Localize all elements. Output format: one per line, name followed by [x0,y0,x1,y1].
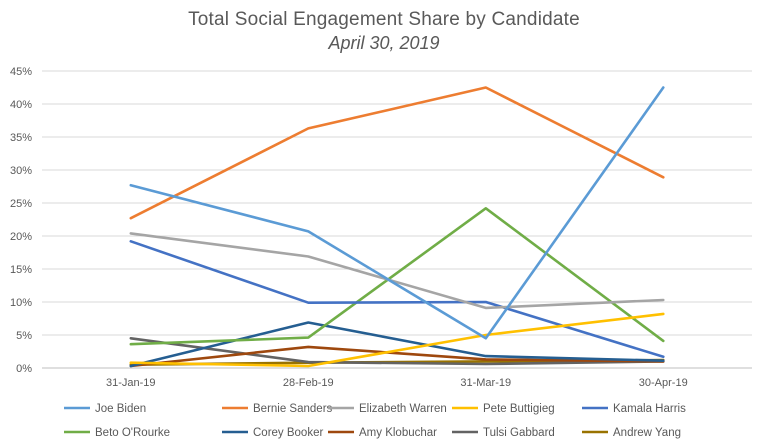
gridlines [42,70,752,369]
x-tick-label: 30-Apr-19 [639,377,688,389]
series-line [129,86,665,340]
series-line [129,345,665,368]
y-tick-label: 35% [10,132,32,144]
legend-label: Amy Klobuchar [359,427,437,439]
legend-label: Tulsi Gabbard [483,427,555,439]
y-axis-ticks: 0% 5% 10% 15% 20% 25% 30% 35% 40% 45% [10,66,32,375]
legend-label: Andrew Yang [613,427,681,439]
y-tick-label: 40% [10,99,32,111]
series-line [129,207,665,346]
legend-label: Kamala Harris [613,403,686,415]
y-tick-label: 20% [10,231,32,243]
legend-label: Corey Booker [253,427,323,439]
series-line [129,232,665,310]
x-tick-label: 31-Jan-19 [106,377,156,389]
y-tick-label: 0% [16,363,32,375]
series-line [129,86,665,220]
legend-label: Bernie Sanders [253,403,333,415]
x-tick-label: 28-Feb-19 [283,377,334,389]
y-tick-label: 5% [16,330,32,342]
legend: Joe Biden Bernie Sanders Elizabeth Warren P… [64,403,686,439]
series-line [129,240,665,359]
series-line [129,312,665,368]
y-tick-label: 30% [10,165,32,177]
x-axis-ticks: 31-Jan-19 28-Feb-19 31-Mar-19 30-Apr-19 [106,377,688,389]
y-tick-label: 15% [10,264,32,276]
y-tick-label: 10% [10,297,32,309]
series-line [129,321,665,368]
series-line [129,336,665,366]
y-tick-label: 45% [10,66,32,78]
legend-label: Pete Buttigieg [483,403,555,415]
y-tick-label: 25% [10,198,32,210]
legend-label: Elizabeth Warren [359,403,447,415]
legend-label: Joe Biden [95,403,146,415]
legend-label: Beto O'Rourke [95,427,170,439]
x-tick-label: 31-Mar-19 [460,377,511,389]
series-lines [129,86,665,368]
